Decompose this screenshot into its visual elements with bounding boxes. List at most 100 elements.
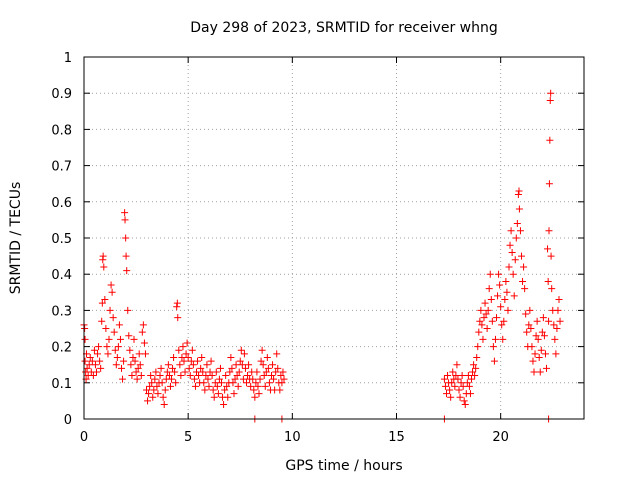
- data-point: [469, 368, 477, 376]
- data-point: [104, 350, 112, 358]
- data-point: [280, 375, 288, 383]
- data-point: [554, 306, 562, 314]
- data-point: [258, 346, 266, 354]
- data-point: [166, 382, 174, 390]
- data-point: [98, 299, 106, 307]
- data-point: [100, 263, 108, 271]
- data-point: [545, 227, 553, 235]
- data-point: [471, 372, 479, 380]
- data-point: [446, 386, 454, 394]
- y-tick-label: 0.6: [51, 196, 72, 211]
- data-point: [231, 375, 239, 383]
- data-point: [138, 328, 146, 336]
- data-point: [515, 187, 523, 195]
- data-point: [254, 382, 262, 390]
- data-point: [179, 343, 187, 351]
- data-point: [539, 314, 547, 322]
- data-point: [121, 209, 129, 217]
- data-point: [101, 296, 109, 304]
- data-point: [241, 364, 249, 372]
- data-point: [480, 314, 488, 322]
- axis-tick-labels: 00.10.20.30.40.50.60.70.80.910 5 10 15 20: [51, 51, 509, 445]
- data-point: [511, 256, 519, 264]
- data-point: [513, 220, 521, 228]
- data-point: [474, 343, 482, 351]
- data-point: [119, 375, 127, 383]
- data-point: [182, 350, 190, 358]
- data-point: [186, 372, 194, 380]
- data-point: [96, 357, 104, 365]
- data-point: [211, 379, 219, 387]
- data-point: [89, 372, 97, 380]
- data-point: [85, 361, 93, 369]
- data-point: [463, 379, 471, 387]
- data-point: [114, 343, 122, 351]
- data-point: [273, 350, 281, 358]
- data-point: [132, 368, 140, 376]
- data-point: [504, 306, 512, 314]
- data-point: [111, 346, 119, 354]
- data-point: [545, 317, 553, 325]
- y-tick-label: 0.7: [51, 160, 72, 175]
- y-axis-label: SRMTID / TECUs: [8, 182, 24, 295]
- data-point: [81, 335, 89, 343]
- data-point: [485, 285, 493, 293]
- data-point: [125, 332, 133, 340]
- plot-frame: [83, 56, 585, 420]
- data-point: [541, 350, 549, 358]
- data-point: [107, 281, 115, 289]
- data-point: [127, 361, 135, 369]
- data-point: [121, 216, 129, 224]
- data-point: [274, 364, 282, 372]
- data-point: [160, 401, 168, 409]
- data-point: [128, 372, 136, 380]
- data-point: [177, 372, 185, 380]
- data-point: [262, 368, 270, 376]
- data-point: [194, 357, 202, 365]
- data-point: [556, 317, 564, 325]
- data-point: [228, 364, 236, 372]
- data-point: [233, 372, 241, 380]
- data-point: [216, 364, 224, 372]
- data-point: [525, 321, 533, 329]
- data-point: [477, 306, 485, 314]
- data-point: [141, 350, 149, 358]
- y-tick-label: 0.2: [51, 341, 72, 356]
- data-point: [86, 353, 94, 361]
- data-point: [458, 372, 466, 380]
- data-point: [518, 252, 525, 260]
- data-point: [268, 372, 275, 380]
- data-point: [479, 335, 487, 343]
- data-point: [265, 379, 273, 387]
- data-point: [215, 375, 223, 383]
- data-point: [536, 368, 544, 376]
- data-point: [506, 241, 514, 249]
- data-point: [544, 245, 552, 253]
- data-point: [95, 343, 103, 351]
- data-point: [528, 343, 536, 351]
- data-point: [146, 382, 154, 390]
- data-point: [137, 372, 145, 380]
- data-point: [122, 252, 130, 260]
- data-point: [230, 390, 238, 398]
- data-point: [122, 234, 130, 242]
- y-tick-label: 0.3: [51, 304, 72, 319]
- data-point: [512, 234, 520, 242]
- x-axis-label: GPS time / hours: [285, 458, 402, 474]
- data-point: [255, 390, 263, 398]
- data-point: [520, 263, 528, 271]
- data-point: [505, 263, 513, 271]
- data-point: [189, 361, 197, 369]
- data-point: [158, 379, 166, 387]
- data-point: [509, 270, 517, 278]
- x-tick-label: 15: [388, 430, 405, 445]
- data-point: [470, 361, 478, 369]
- data-point: [510, 292, 518, 300]
- data-point: [181, 368, 189, 376]
- data-point: [135, 350, 143, 358]
- data-point: [199, 368, 207, 376]
- data-point: [123, 267, 131, 275]
- data-point: [169, 364, 177, 372]
- data-point: [548, 285, 556, 293]
- data-point: [221, 386, 229, 394]
